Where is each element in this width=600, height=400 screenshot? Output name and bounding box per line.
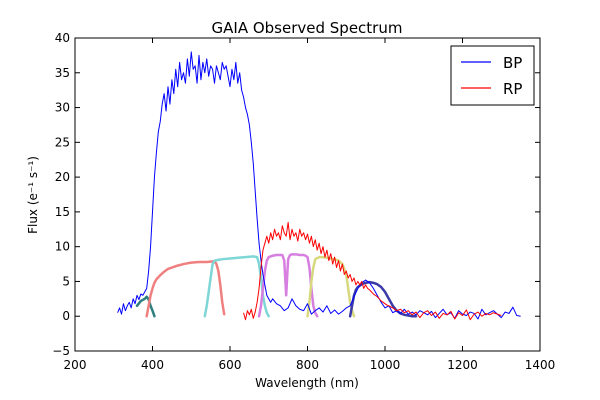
filter-curve-2 [145,260,226,318]
x-tick-label: 200 [64,358,87,372]
x-tick-label: 1400 [525,358,556,372]
y-tick-label: 20 [55,170,70,184]
filter-curves [135,253,418,318]
series-line-rp [243,221,502,321]
filter-curve-1 [135,295,156,318]
y-tick-label: 5 [62,274,70,288]
y-tick-label: −5 [52,344,70,358]
x-tick-label: 600 [219,358,242,372]
x-tick-label: 1200 [447,358,478,372]
y-tick-label: 0 [62,309,70,323]
x-axis-label: Wavelength (nm) [255,376,359,390]
axis-ticks: 200 400 600 800 1000 1200 1400 −5 0 5 10 15 20 25 30 35… [52,31,555,372]
y-tick-label: 25 [55,135,70,149]
y-tick-label: 35 [55,66,70,80]
y-tick-label: 10 [55,240,70,254]
filter-curve-4 [257,253,319,318]
series-line-bp [117,51,521,320]
legend: BP RP [450,45,535,106]
filter-curve-5 [306,255,356,318]
x-tick-label: 400 [141,358,164,372]
x-tick-label: 1000 [370,358,401,372]
legend-label-bp: BP [503,54,522,72]
legend-label-rp: RP [503,80,522,98]
y-tick-label: 30 [55,101,70,115]
y-tick-label: 40 [55,31,70,45]
x-tick-label: 800 [296,358,319,372]
series-lines [117,51,521,321]
y-tick-label: 15 [55,205,70,219]
legend-box [450,45,535,106]
y-axis-label: Flux (e⁻¹ s⁻¹) [26,156,40,234]
chart-title: GAIA Observed Spectrum [212,19,403,37]
filter-curve-6 [348,280,418,318]
